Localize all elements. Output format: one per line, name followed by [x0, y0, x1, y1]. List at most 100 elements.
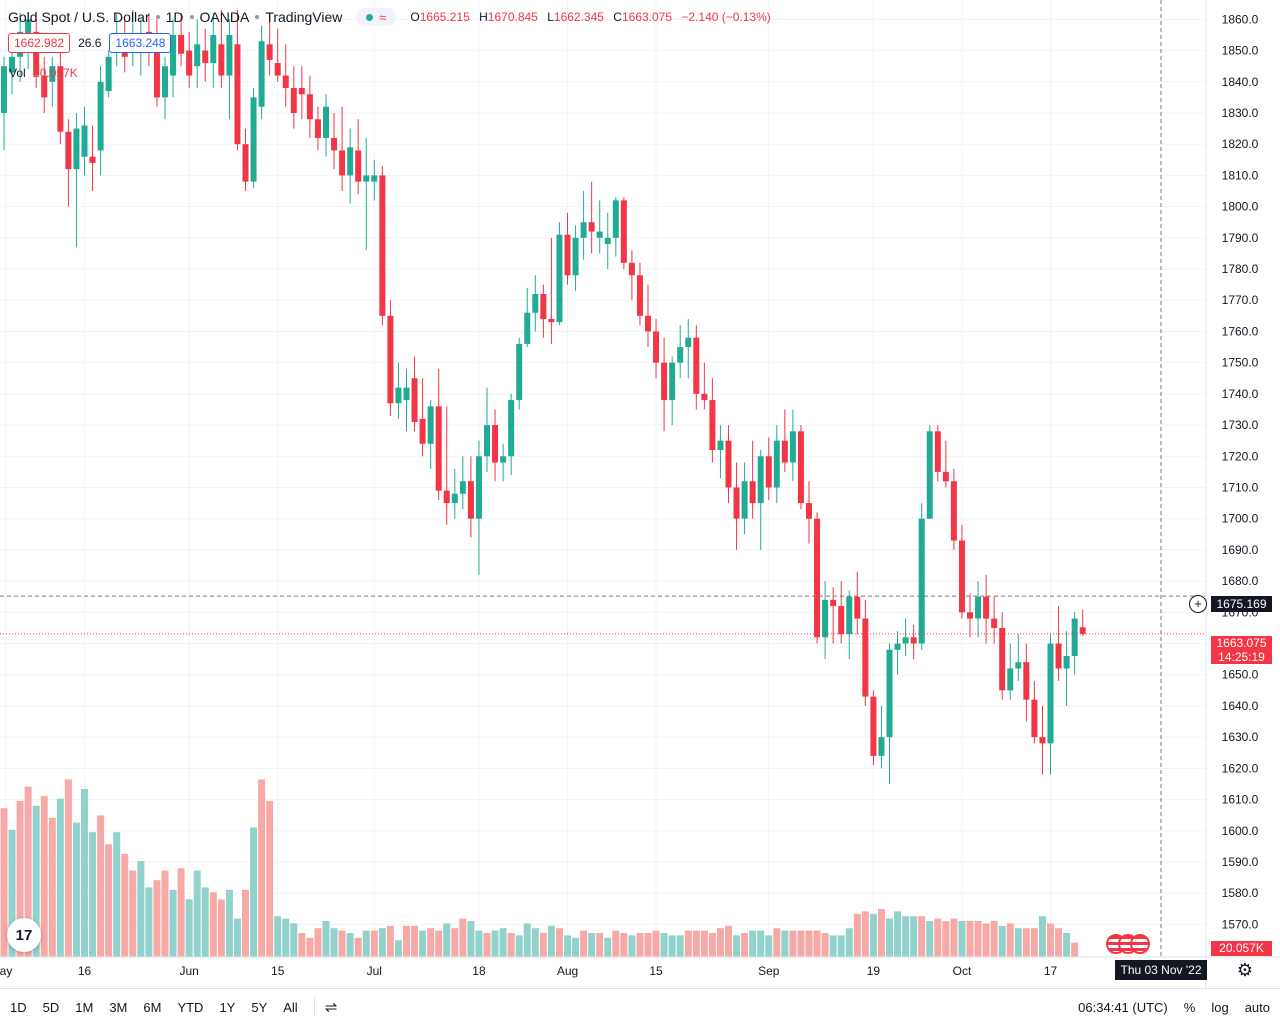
volume-bar: [1022, 928, 1030, 957]
gear-icon[interactable]: ⚙: [1236, 960, 1254, 980]
candle: [242, 128, 249, 192]
candle-body: [596, 231, 603, 238]
time-tick-label: 18: [472, 964, 486, 978]
events-markers[interactable]: [1106, 934, 1150, 954]
price-lines: [0, 0, 1205, 957]
candle-body: [73, 128, 80, 170]
volume-bar: [233, 918, 241, 957]
range-all-button[interactable]: All: [283, 999, 298, 1015]
candle: [1071, 612, 1078, 675]
candle: [773, 425, 780, 504]
candle-body: [991, 618, 998, 628]
range-5d-button[interactable]: 5D: [42, 999, 60, 1015]
range-1y-button[interactable]: 1Y: [219, 999, 236, 1015]
us-flag-icon[interactable]: [1130, 934, 1150, 954]
volume-bar: [749, 930, 757, 957]
candle-body: [878, 737, 885, 756]
volume-bar: [370, 930, 378, 957]
candle-body: [1031, 699, 1038, 738]
volume-bar: [225, 889, 233, 957]
candle-body: [323, 106, 329, 138]
candle: [475, 440, 482, 575]
volume-bar: [700, 930, 708, 957]
volume-bar: [378, 928, 386, 957]
candle-body: [797, 431, 804, 504]
range-1m-button[interactable]: 1M: [75, 999, 94, 1015]
volume-value: 20.057K: [33, 66, 78, 80]
candle: [266, 13, 273, 76]
volume-bar: [346, 933, 354, 957]
candle: [282, 44, 289, 107]
candle-body: [524, 312, 531, 344]
market-status-pill[interactable]: ≈: [356, 8, 397, 26]
volume-bar: [394, 940, 402, 957]
range-ytd-button[interactable]: YTD: [177, 999, 204, 1015]
volume-bar: [258, 779, 266, 957]
bottom-toolbar: 1D 5D 1M 3M 6M YTD 1Y 5Y All ⇌ 06:34:41 …: [0, 988, 1280, 1025]
candle: [797, 425, 804, 510]
close-value: 1663.075: [621, 10, 673, 24]
ohlc-values: O1665.215 H1670.845 L1662.345 C1663.075 …: [410, 10, 776, 24]
volume-bar: [1014, 928, 1022, 957]
candle-body: [757, 456, 764, 504]
candle-body: [564, 234, 571, 276]
volume-bar: [684, 930, 692, 957]
candle: [709, 378, 716, 463]
log-toggle[interactable]: log: [1211, 999, 1229, 1015]
chart-canvas[interactable]: 1570.0 1580.0 1590.0 1600.0 1610.0 1620.0 1630…: [0, 0, 1280, 988]
sell-price-button[interactable]: 1662.982: [8, 33, 71, 53]
range-3m-button[interactable]: 3M: [109, 999, 128, 1015]
volume-bar: [894, 911, 902, 957]
volume-label[interactable]: Vol: [9, 66, 26, 80]
range-6m-button[interactable]: 6M: [143, 999, 162, 1015]
candle: [934, 425, 941, 482]
candle-body: [1063, 656, 1070, 669]
price-tick-label: 1620.0: [1222, 761, 1259, 775]
volume-bar: [201, 887, 209, 957]
candle-body: [65, 131, 72, 170]
candle-body: [57, 66, 64, 132]
candle-body: [516, 343, 523, 401]
candle-body: [814, 518, 821, 638]
candle: [894, 631, 901, 675]
candle: [403, 368, 410, 432]
candle-body: [81, 125, 88, 157]
candle-body: [467, 481, 474, 519]
candle-body: [926, 431, 933, 519]
tradingview-logo-icon[interactable]: 17: [7, 918, 41, 952]
candle-body: [266, 44, 273, 60]
range-1d-button[interactable]: 1D: [10, 999, 27, 1015]
volume-bar: [64, 779, 72, 957]
candle: [105, 50, 112, 98]
candle: [564, 212, 571, 285]
volume-bar: [596, 933, 604, 957]
candle: [347, 128, 354, 204]
volume-bar: [974, 921, 982, 957]
clock-time[interactable]: 06:34:41 (UTC): [1078, 999, 1168, 1015]
auto-toggle[interactable]: auto: [1244, 999, 1270, 1015]
candle: [170, 19, 177, 98]
volume-bar: [773, 928, 781, 957]
plus-icon[interactable]: +: [1189, 595, 1207, 613]
candle-body: [556, 234, 563, 323]
price-tick-label: 1740.0: [1222, 387, 1259, 401]
interval-label[interactable]: 1D: [165, 9, 184, 25]
buy-price-button[interactable]: 1663.248: [109, 33, 172, 53]
volume-bar: [97, 815, 105, 957]
volume-bar: [137, 861, 145, 957]
candle: [765, 437, 772, 500]
percent-toggle[interactable]: %: [1183, 999, 1196, 1015]
symbol-title[interactable]: Gold Spot / U.S. Dollar: [8, 9, 150, 25]
time-tick-label: Oct: [953, 964, 972, 978]
calendar-range-icon[interactable]: ⇌: [324, 999, 338, 1016]
volume-bar: [725, 925, 732, 957]
candle-body: [854, 596, 861, 619]
range-5y-button[interactable]: 5Y: [251, 999, 268, 1015]
price-tick-label: 1720.0: [1222, 449, 1259, 463]
candle: [331, 112, 338, 170]
candle-body: [733, 487, 740, 519]
price-tick-label: 1830.0: [1222, 106, 1259, 120]
candle: [97, 66, 104, 176]
volume-bar: [588, 933, 596, 957]
chart-grid: [0, 0, 1205, 957]
